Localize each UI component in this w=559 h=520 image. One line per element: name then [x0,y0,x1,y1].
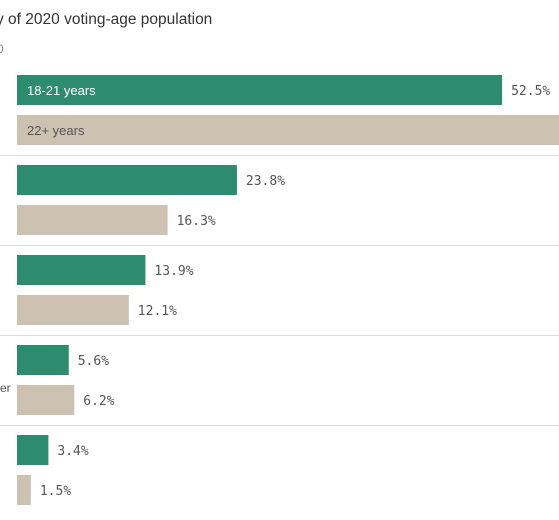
series-label: 18-21 years [27,83,96,98]
value-label: 6.2% [83,394,114,409]
bar-young-4 [17,435,49,465]
chart-subtitle: 0 [0,42,4,56]
value-label: 16.3% [177,214,216,229]
bar-young-0 [17,75,503,105]
bar-young-3 [17,345,69,375]
bar-old-2 [17,295,129,325]
series-label: 22+ years [27,123,85,138]
bar-old-0 [17,115,559,145]
value-label: 5.6% [78,354,109,369]
bar-old-3 [17,385,75,415]
value-label: 13.9% [154,264,193,279]
chart-title: y of 2020 voting-age population [0,11,213,28]
category-label: er [0,381,11,395]
value-label: 23.8% [246,174,285,189]
value-label: 1.5% [40,484,71,499]
bar-young-1 [17,165,237,195]
value-label: 12.1% [138,304,177,319]
bar-old-1 [17,205,168,235]
value-label: 52.5% [511,84,550,99]
value-label: 3.4% [57,444,88,459]
bar-young-2 [17,255,146,285]
bar-old-4 [17,475,31,505]
